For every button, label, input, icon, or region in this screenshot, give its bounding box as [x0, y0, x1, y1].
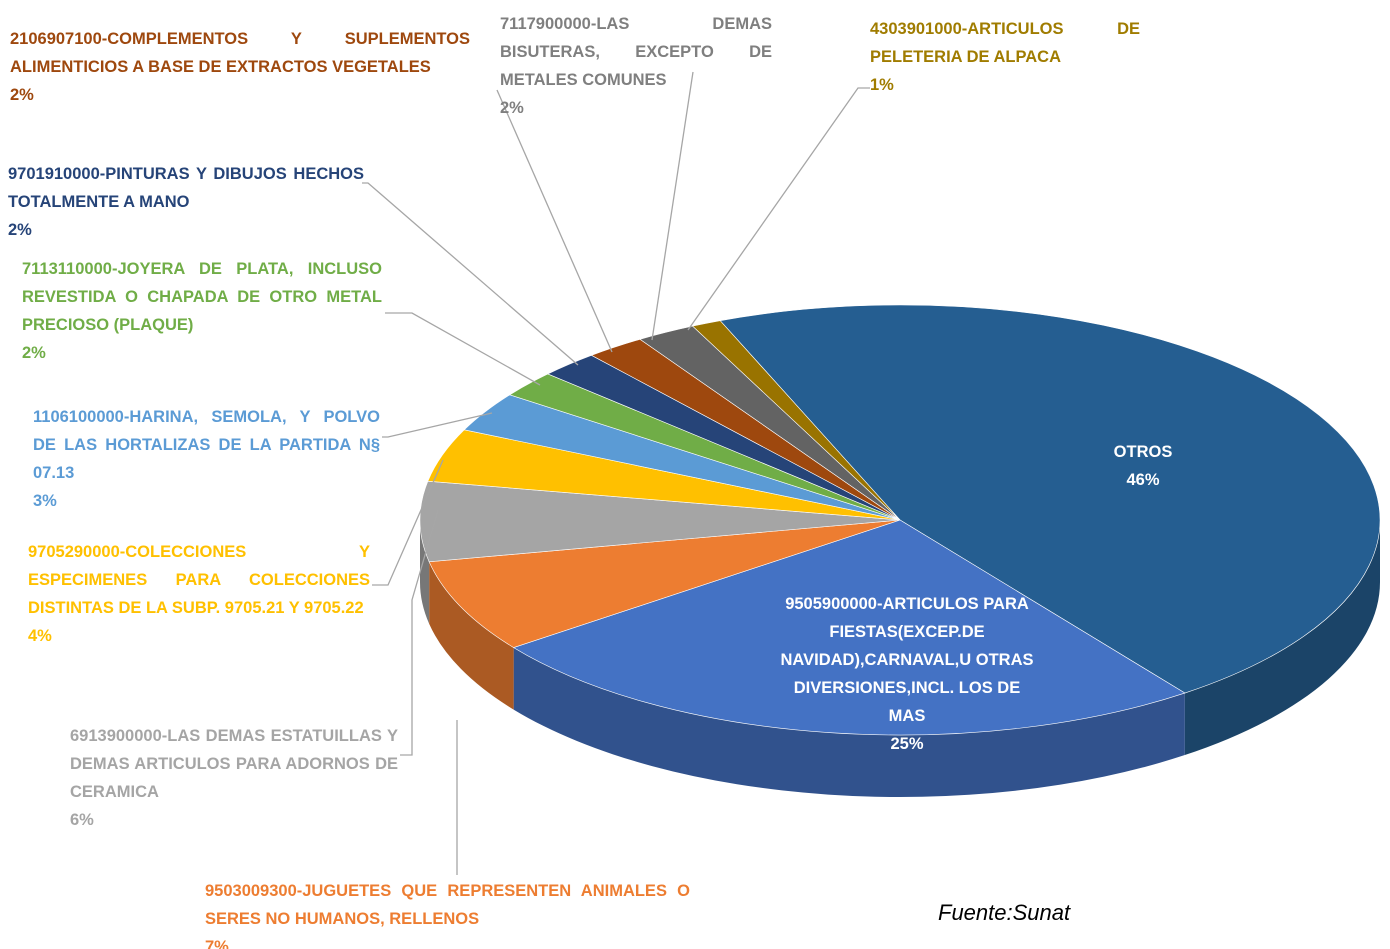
- value-label: 7%: [205, 938, 229, 949]
- category-label: 7113110000-JOYERA DE PLATA, INCLUSO REVE…: [22, 260, 382, 334]
- category-label: OTROS: [1113, 443, 1173, 461]
- category-label: 9701910000-PINTURAS Y DIBUJOS HECHOS TOT…: [8, 165, 364, 211]
- value-label: 2%: [10, 86, 34, 104]
- pie-tops: [419, 304, 1381, 736]
- slice-label: 4303901000-ARTICULOS DE PELETERIA DE ALP…: [870, 15, 1140, 99]
- slice: [428, 519, 901, 648]
- slice-label: 9505900000-ARTICULOS PARA FIESTAS(EXCEP.…: [777, 590, 1037, 758]
- leader-line: [372, 459, 444, 586]
- source-note: Fuente:Sunat: [938, 900, 1071, 925]
- value-label: 2%: [500, 99, 524, 117]
- leader-line: [385, 312, 541, 386]
- leader-line: [382, 412, 493, 438]
- slice-label: 7117900000-LAS DEMAS BISUTERAS, EXCEPTO …: [500, 10, 772, 122]
- leader-line: [400, 509, 439, 756]
- slice: [691, 320, 901, 521]
- category-label: 6913900000-LAS DEMAS ESTATUILLAS Y DEMAS…: [70, 727, 398, 801]
- category-label: 7117900000-LAS DEMAS BISUTERAS, EXCEPTO …: [500, 15, 772, 89]
- value-label: 1%: [870, 76, 894, 94]
- slice-label: 9705290000-COLECCIONES Y ESPECIMENES PAR…: [28, 538, 370, 650]
- slice-label: 1106100000-HARINA, SEMOLA, Y POLVO DE LA…: [33, 403, 380, 515]
- slice-side: [513, 647, 1185, 797]
- value-label: 3%: [33, 492, 57, 510]
- category-label: 1106100000-HARINA, SEMOLA, Y POLVO DE LA…: [33, 408, 380, 482]
- slice-label: OTROS 46%: [1043, 438, 1243, 494]
- pie-sides: [420, 520, 1380, 797]
- value-label: 46%: [1126, 471, 1160, 489]
- value-label: 4%: [28, 627, 52, 645]
- slice-label: 9701910000-PINTURAS Y DIBUJOS HECHOS TOT…: [8, 160, 364, 244]
- leader-line: [362, 182, 579, 366]
- category-label: 4303901000-ARTICULOS DE PELETERIA DE ALP…: [870, 20, 1140, 66]
- leader-line: [687, 87, 870, 331]
- slice: [719, 304, 1381, 694]
- value-label: 2%: [22, 344, 46, 362]
- slice-side: [429, 561, 514, 710]
- slice-side: [420, 520, 430, 624]
- slice: [419, 480, 901, 563]
- leader-line: [496, 89, 613, 353]
- category-label: 9503009300-JUGUETES QUE REPRESENTEN ANIM…: [205, 882, 690, 928]
- category-label: 9705290000-COLECCIONES Y ESPECIMENES PAR…: [28, 543, 370, 617]
- category-label: 2106907100-COMPLEMENTOS Y SUPLEMENTOS AL…: [10, 30, 470, 76]
- slice-side: [1184, 520, 1380, 756]
- slice-label: 9503009300-JUGUETES QUE REPRESENTEN ANIM…: [205, 877, 690, 949]
- leader-line: [651, 71, 694, 341]
- slice-label: 2106907100-COMPLEMENTOS Y SUPLEMENTOS AL…: [10, 25, 470, 109]
- value-label: 2%: [8, 221, 32, 239]
- category-label: 9505900000-ARTICULOS PARA FIESTAS(EXCEP.…: [780, 595, 1034, 725]
- value-label: 6%: [70, 811, 94, 829]
- slice: [512, 519, 1186, 736]
- value-label: 25%: [890, 735, 924, 753]
- slice-label: 6913900000-LAS DEMAS ESTATUILLAS Y DEMAS…: [70, 722, 398, 834]
- slice-label: 7113110000-JOYERA DE PLATA, INCLUSO REVE…: [22, 255, 382, 367]
- leader-lines: [362, 71, 870, 875]
